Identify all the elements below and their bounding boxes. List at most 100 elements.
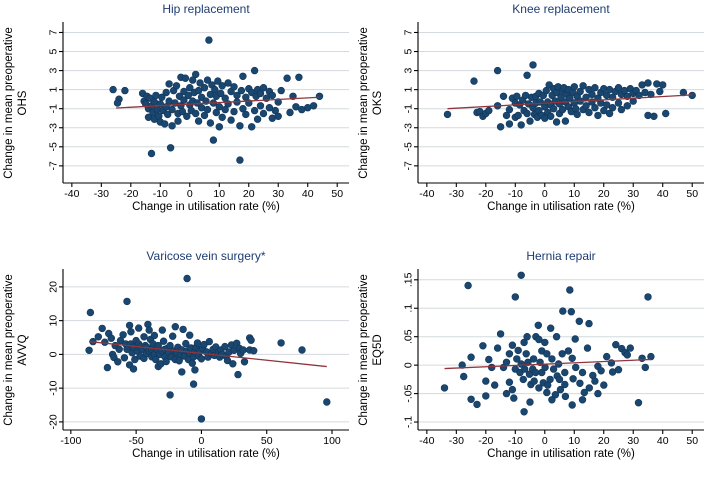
panel-title-knee: Knee replacement bbox=[512, 2, 610, 16]
data-point bbox=[175, 357, 183, 365]
x-tick-label: 20 bbox=[598, 188, 610, 200]
x-axis-title-varicose: Change in utilisation rate (%) bbox=[132, 448, 280, 460]
data-point bbox=[464, 281, 472, 290]
data-point bbox=[522, 350, 530, 358]
data-point bbox=[485, 355, 493, 364]
data-point bbox=[181, 74, 190, 82]
data-point bbox=[127, 328, 135, 336]
data-point bbox=[197, 415, 206, 423]
panel-title-varicose: Varicose vein surgery* bbox=[146, 249, 266, 263]
data-point bbox=[482, 377, 490, 385]
data-point bbox=[505, 105, 514, 114]
data-point bbox=[309, 102, 318, 110]
data-point bbox=[549, 365, 558, 373]
data-point bbox=[567, 307, 576, 316]
data-point bbox=[585, 384, 594, 392]
data-point bbox=[568, 354, 576, 363]
data-point bbox=[585, 319, 593, 328]
data-point bbox=[234, 370, 242, 379]
data-point bbox=[158, 93, 166, 102]
data-point bbox=[247, 336, 255, 344]
data-point bbox=[115, 345, 123, 354]
x-tick-label: 0 bbox=[199, 435, 205, 447]
data-point bbox=[588, 90, 596, 99]
x-tick-label: -100 bbox=[60, 435, 81, 447]
data-point bbox=[561, 392, 570, 401]
x-tick-label: -40 bbox=[419, 188, 434, 200]
x-tick-label: 20 bbox=[598, 435, 610, 447]
data-point bbox=[548, 396, 556, 404]
data-point bbox=[236, 122, 244, 130]
data-point bbox=[644, 79, 652, 87]
data-point bbox=[200, 83, 209, 92]
data-point bbox=[161, 120, 169, 128]
y-tick-label: 5 bbox=[403, 48, 415, 54]
data-point bbox=[158, 326, 167, 334]
x-tick-label: 10 bbox=[568, 435, 580, 447]
data-point bbox=[561, 380, 569, 389]
x-tick-label: -20 bbox=[478, 435, 493, 447]
data-point bbox=[223, 356, 232, 365]
data-point bbox=[526, 398, 534, 406]
data-point bbox=[200, 111, 209, 120]
data-point bbox=[561, 117, 570, 125]
data-point bbox=[502, 111, 511, 120]
y-tick-label: -3 bbox=[48, 123, 60, 132]
data-point bbox=[197, 355, 206, 363]
data-point bbox=[496, 330, 505, 338]
data-point bbox=[236, 156, 244, 164]
data-point bbox=[508, 385, 517, 394]
data-point bbox=[224, 79, 232, 87]
data-point bbox=[548, 355, 556, 363]
data-point bbox=[561, 368, 569, 377]
data-point bbox=[508, 341, 517, 349]
data-point bbox=[491, 381, 499, 389]
data-point bbox=[286, 108, 294, 117]
y-tick-label: 1 bbox=[403, 87, 415, 93]
data-point bbox=[85, 346, 93, 355]
data-point bbox=[159, 337, 168, 345]
y-tick-label: -3 bbox=[403, 123, 415, 132]
data-point bbox=[662, 109, 670, 118]
x-tick-label: -30 bbox=[94, 188, 109, 200]
data-point bbox=[194, 117, 203, 125]
data-point bbox=[178, 368, 186, 376]
data-point bbox=[183, 274, 191, 283]
data-point bbox=[166, 144, 175, 152]
panel-knee-replacement: Knee replacement Change in mean preopera… bbox=[355, 0, 710, 239]
x-tick-label: 40 bbox=[657, 188, 669, 200]
data-point bbox=[603, 352, 611, 361]
data-point bbox=[174, 117, 182, 125]
data-point bbox=[250, 106, 259, 115]
data-point bbox=[551, 391, 560, 399]
data-point bbox=[152, 355, 160, 364]
data-point bbox=[505, 350, 514, 358]
data-point bbox=[239, 72, 247, 81]
x-tick-label: 40 bbox=[657, 435, 669, 447]
data-point bbox=[520, 338, 528, 347]
panel-title-hip: Hip replacement bbox=[162, 2, 250, 16]
data-point bbox=[179, 325, 187, 334]
data-point bbox=[107, 334, 116, 342]
data-point bbox=[458, 361, 466, 369]
data-point bbox=[164, 110, 172, 119]
data-point bbox=[493, 66, 502, 75]
y-tick-label: 3 bbox=[48, 68, 60, 74]
x-tick-label: 30 bbox=[627, 188, 639, 200]
data-point bbox=[505, 120, 514, 128]
data-point bbox=[502, 358, 511, 367]
data-point bbox=[617, 105, 626, 114]
data-point bbox=[274, 98, 282, 106]
data-point bbox=[605, 109, 614, 118]
y-tick-label: 0 bbox=[403, 362, 415, 368]
data-point bbox=[259, 109, 268, 118]
data-point bbox=[541, 338, 549, 347]
data-point bbox=[576, 379, 584, 388]
data-point bbox=[538, 368, 546, 377]
data-point bbox=[178, 107, 187, 116]
data-point bbox=[253, 115, 262, 123]
data-point bbox=[530, 377, 538, 385]
x-tick-label: 50 bbox=[686, 435, 698, 447]
x-tick-label: -30 bbox=[449, 435, 464, 447]
data-point bbox=[513, 92, 521, 101]
